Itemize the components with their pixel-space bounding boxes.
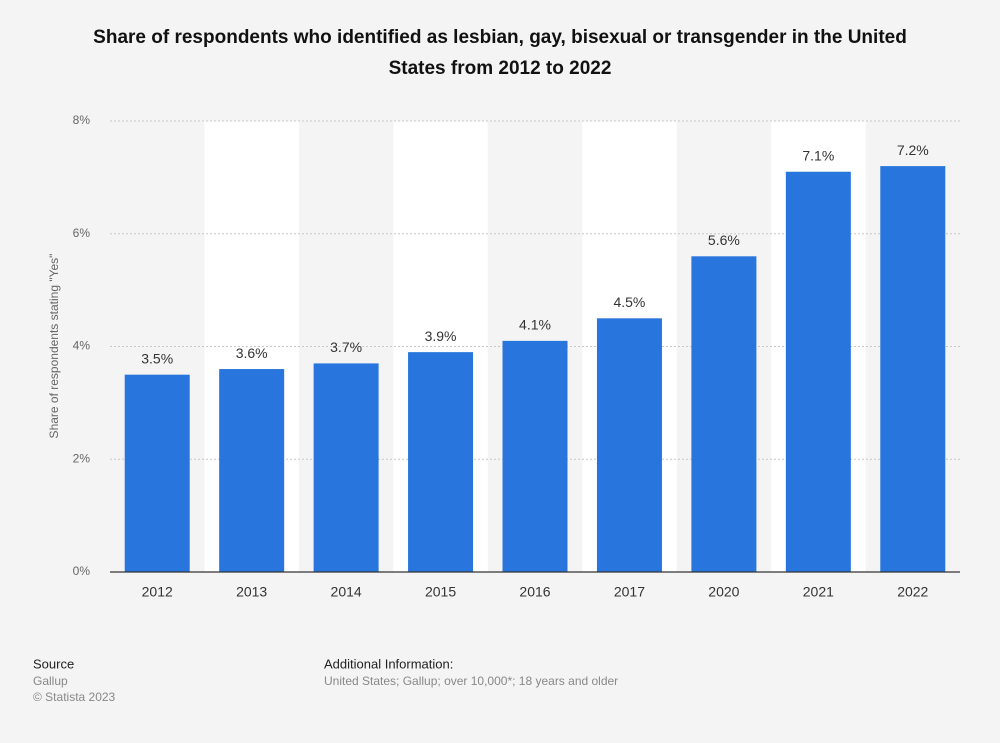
value-label: 5.6% xyxy=(708,232,740,248)
y-tick-label: 4% xyxy=(73,339,91,353)
y-tick-label: 6% xyxy=(73,226,91,240)
y-tick-label: 0% xyxy=(73,564,91,578)
source: Gallup xyxy=(33,674,68,688)
value-label: 4.5% xyxy=(613,294,645,310)
bar xyxy=(408,352,474,572)
x-tick-label: 2017 xyxy=(614,584,645,600)
x-tick-label: 2021 xyxy=(803,584,834,600)
x-tick-label: 2013 xyxy=(236,584,267,600)
y-axis-label: Share of respondents stating "Yes" xyxy=(47,254,61,439)
x-tick-label: 2015 xyxy=(425,584,456,600)
value-label: 3.9% xyxy=(425,328,457,344)
source-heading: Source xyxy=(33,656,74,671)
copyright: © Statista 2023 xyxy=(33,690,116,704)
value-label: 4.1% xyxy=(519,317,551,333)
x-tick-label: 2012 xyxy=(142,584,173,600)
bar xyxy=(785,171,851,573)
info: United States; Gallup; over 10,000*; 18 … xyxy=(324,674,618,688)
bar xyxy=(596,318,662,572)
value-label: 7.1% xyxy=(802,147,834,163)
chart-title: Share of respondents who identified as l… xyxy=(93,27,907,79)
value-label: 3.6% xyxy=(236,345,268,361)
bar xyxy=(313,363,379,572)
value-label: 7.2% xyxy=(897,142,929,158)
y-tick-label: 8% xyxy=(73,113,91,127)
bar xyxy=(502,340,568,572)
bar xyxy=(219,369,285,572)
value-label: 3.7% xyxy=(330,339,362,355)
bar xyxy=(124,374,190,572)
x-tick-label: 2020 xyxy=(708,584,739,600)
info-heading: Additional Information: xyxy=(324,656,453,671)
y-tick-label: 2% xyxy=(73,451,91,465)
x-tick-label: 2014 xyxy=(331,584,362,600)
value-label: 3.5% xyxy=(141,350,173,366)
x-tick-label: 2022 xyxy=(897,584,928,600)
bar xyxy=(691,256,757,572)
bar xyxy=(880,166,946,572)
x-tick-label: 2016 xyxy=(519,584,550,600)
